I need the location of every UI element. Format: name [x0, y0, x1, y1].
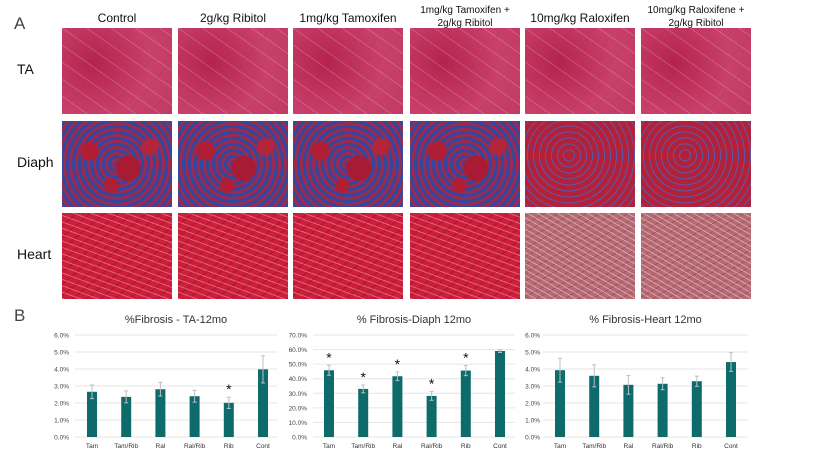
- bar: [189, 396, 200, 437]
- histology-image-diaph-1: [62, 121, 172, 207]
- chart-title: %Fibrosis - TA-12mo: [125, 314, 227, 326]
- x-tick-label: Cont: [724, 443, 738, 450]
- significance-asterisk: *: [326, 349, 332, 365]
- y-tick-label: 50.0%: [289, 362, 308, 369]
- x-tick-label: Ral/Rib: [184, 443, 206, 450]
- significance-asterisk: *: [463, 349, 469, 365]
- histology-image-heart-6: [641, 213, 751, 299]
- bar: [155, 389, 166, 437]
- x-tick-label: Tam/Rib: [582, 443, 606, 450]
- chart-title: % Fibrosis-Diaph 12mo: [357, 314, 471, 326]
- y-tick-label: 2.0%: [54, 401, 69, 408]
- y-tick-label: 2.0%: [525, 401, 540, 408]
- significance-asterisk: *: [395, 356, 401, 372]
- bar: [589, 375, 600, 437]
- significance-asterisk: *: [360, 369, 366, 385]
- x-tick-label: Ral/Rib: [652, 443, 674, 450]
- bar: [555, 370, 565, 437]
- x-tick-label: Tam: [86, 443, 98, 450]
- bar: [223, 402, 234, 437]
- bar: [392, 376, 403, 437]
- histology-image-diaph-2: [178, 121, 288, 207]
- y-tick-label: 1.0%: [54, 418, 69, 425]
- x-tick-label: Rib: [224, 443, 234, 450]
- y-tick-label: 3.0%: [525, 384, 540, 391]
- y-tick-label: 4.0%: [525, 367, 540, 374]
- histology-image-ta-1: [62, 28, 172, 114]
- y-tick-label: 6.0%: [54, 333, 69, 340]
- histology-image-diaph-3: [293, 121, 403, 207]
- row-header: Heart: [17, 246, 52, 262]
- panel-b-label: B: [14, 306, 26, 325]
- x-tick-label: Ral: [624, 443, 634, 450]
- column-header: 2g/kg Ribitol: [199, 11, 267, 25]
- y-tick-label: 6.0%: [525, 333, 540, 340]
- y-tick-label: 40.0%: [289, 376, 308, 383]
- row-header: TA: [17, 61, 34, 77]
- y-tick-label: 5.0%: [54, 350, 69, 357]
- bar: [258, 369, 268, 437]
- x-tick-label: Rib: [461, 443, 471, 450]
- bar: [657, 383, 668, 437]
- row-header: Diaph: [17, 154, 54, 170]
- y-tick-label: 0.0%: [525, 435, 540, 442]
- bar: [460, 370, 471, 437]
- histology-image-diaph-6: [641, 121, 751, 207]
- histology-image-ta-3: [293, 28, 403, 114]
- column-header: 1mg/kg Tamoxifen: [299, 11, 397, 25]
- panel-a-label: A: [14, 14, 26, 33]
- chart-title: % Fibrosis-Heart 12mo: [589, 314, 701, 326]
- x-tick-label: Cont: [493, 443, 507, 450]
- y-tick-label: 1.0%: [525, 418, 540, 425]
- column-header: 1mg/kg Tamoxifen + 2g/kg Ribitol: [420, 5, 510, 29]
- x-tick-label: Ral: [156, 443, 166, 450]
- y-tick-label: 30.0%: [289, 391, 308, 398]
- significance-asterisk: *: [429, 376, 435, 392]
- y-tick-label: 0.0%: [54, 435, 69, 442]
- y-tick-label: 5.0%: [525, 350, 540, 357]
- significance-asterisk: *: [226, 381, 232, 397]
- y-tick-label: 3.0%: [54, 384, 69, 391]
- histology-image-diaph-5: [525, 121, 635, 207]
- bar: [726, 362, 736, 437]
- histology-image-ta-4: [410, 28, 520, 114]
- y-tick-label: 60.0%: [289, 347, 308, 354]
- histology-image-heart-1: [62, 213, 172, 299]
- y-tick-label: 20.0%: [289, 405, 308, 412]
- histology-image-heart-4: [410, 213, 520, 299]
- bar: [324, 370, 334, 437]
- y-tick-label: 70.0%: [289, 333, 308, 340]
- bar: [623, 384, 634, 437]
- column-header: 10mg/kg Raloxifen: [530, 11, 630, 25]
- bar: [426, 395, 437, 437]
- x-tick-label: Tam: [323, 443, 335, 450]
- histology-image-ta-2: [178, 28, 288, 114]
- x-tick-label: Tam/Rib: [114, 443, 138, 450]
- y-tick-label: 10.0%: [289, 420, 308, 427]
- x-tick-label: Cont: [256, 443, 270, 450]
- histology-image-heart-2: [178, 213, 288, 299]
- bar: [691, 381, 702, 437]
- y-tick-label: 0.0%: [292, 435, 307, 442]
- column-header: Control: [97, 11, 137, 25]
- histology-image-diaph-4: [410, 121, 520, 207]
- histology-image-ta-6: [641, 28, 751, 114]
- x-tick-label: Tam/Rib: [351, 443, 375, 450]
- x-tick-label: Ral/Rib: [421, 443, 443, 450]
- histology-image-ta-5: [525, 28, 635, 114]
- histology-image-heart-3: [293, 213, 403, 299]
- bar: [358, 388, 369, 437]
- x-tick-label: Rib: [692, 443, 702, 450]
- bar: [87, 391, 97, 437]
- x-tick-label: Tam: [554, 443, 566, 450]
- y-tick-label: 4.0%: [54, 367, 69, 374]
- column-header: 10mg/kg Raloxifene + 2g/kg Ribitol: [647, 5, 745, 29]
- histology-image-heart-5: [525, 213, 635, 299]
- x-tick-label: Ral: [393, 443, 403, 450]
- bar: [121, 396, 132, 437]
- bar: [495, 351, 505, 437]
